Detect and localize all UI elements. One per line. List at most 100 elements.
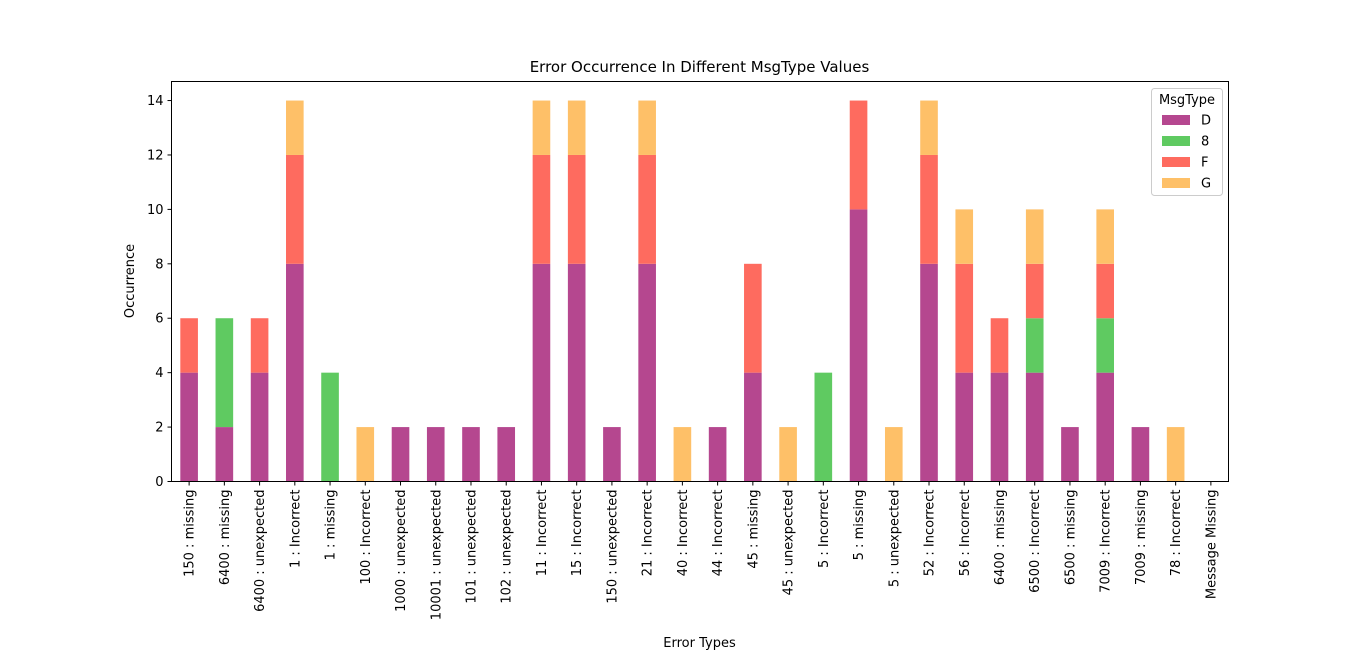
legend-title: MsgType bbox=[1159, 93, 1215, 108]
x-axis-title: Error Types bbox=[663, 636, 736, 651]
y-axis: 0 2 4 6 8 10 12 14 bbox=[147, 94, 172, 490]
x-tick-label: 78 : Incorrect bbox=[1169, 490, 1184, 577]
bar-segment bbox=[1096, 209, 1114, 264]
x-tick-label: Message Missing bbox=[1204, 490, 1219, 600]
x-tick-label: 45 : missing bbox=[746, 490, 761, 569]
y-tick-label: 10 bbox=[147, 203, 164, 218]
bar-segment bbox=[955, 372, 974, 482]
bar-segment bbox=[603, 427, 621, 482]
x-tick-label: 1 : Incorrect bbox=[288, 490, 303, 569]
bar-segment bbox=[321, 372, 339, 482]
bar-segment bbox=[744, 263, 762, 373]
x-tick-label: 21 : Incorrect bbox=[641, 490, 656, 577]
bar-segment bbox=[744, 372, 762, 482]
bar-segment bbox=[955, 263, 974, 373]
x-tick-label: 6500 : missing bbox=[1063, 490, 1078, 586]
bar-segment bbox=[990, 318, 1009, 373]
x-tick-label: 11 : Incorrect bbox=[535, 490, 550, 577]
bar-segment bbox=[180, 372, 198, 482]
bar-segment bbox=[1025, 263, 1044, 319]
bar-segment bbox=[391, 427, 410, 482]
bar-segment bbox=[849, 100, 868, 210]
legend: MsgType D 8 FG bbox=[1151, 88, 1223, 196]
y-tick-label: 8 bbox=[155, 257, 163, 272]
x-tick-label: 56 : Incorrect bbox=[958, 490, 973, 577]
bar-segment bbox=[990, 372, 1009, 482]
bar-segment bbox=[567, 100, 586, 155]
bar-segment bbox=[1025, 318, 1044, 373]
bar-segment bbox=[920, 154, 938, 264]
bar-segment bbox=[356, 427, 375, 482]
bar-segment bbox=[462, 427, 480, 482]
x-tick-label: 40 : Incorrect bbox=[676, 490, 691, 577]
bar-segment bbox=[849, 209, 868, 482]
bar-segment bbox=[250, 372, 269, 482]
bar-segment bbox=[920, 263, 938, 482]
x-tick-label: 5 : missing bbox=[852, 490, 867, 561]
bar-segment bbox=[673, 427, 692, 482]
x-tick-label: 150 : unexpected bbox=[605, 490, 620, 604]
bar-segment bbox=[638, 154, 656, 264]
bar-segment bbox=[532, 263, 551, 482]
bar-segment bbox=[638, 100, 656, 155]
bar-segment bbox=[567, 263, 586, 482]
bar-segment bbox=[1096, 263, 1114, 319]
legend-label: F bbox=[1201, 156, 1208, 171]
x-tick-label: 6500 : Incorrect bbox=[1028, 490, 1043, 593]
y-tick-label: 12 bbox=[147, 148, 164, 163]
x-tick-label: 1000 : unexpected bbox=[394, 490, 409, 612]
bar-segment bbox=[1061, 427, 1079, 482]
bar-segment bbox=[215, 318, 234, 428]
bar-segment bbox=[497, 427, 516, 482]
bar-segment bbox=[1096, 372, 1114, 482]
x-tick-label: 150 : missing bbox=[183, 490, 198, 577]
bar-segment bbox=[708, 427, 727, 482]
bar-segment bbox=[1025, 209, 1044, 264]
bar-segment bbox=[779, 427, 797, 482]
bar-segment bbox=[215, 427, 234, 482]
bar-segment bbox=[286, 263, 304, 482]
x-tick-label: 45 : unexpected bbox=[782, 490, 797, 596]
x-tick-label: 52 : Incorrect bbox=[923, 490, 938, 577]
bar-segment bbox=[638, 263, 656, 482]
chart-title: Error Occurrence In Different MsgType Va… bbox=[530, 58, 870, 76]
y-tick-label: 4 bbox=[155, 366, 163, 381]
bar-segment bbox=[532, 100, 551, 155]
bar-segment bbox=[567, 154, 586, 264]
bar-segment bbox=[1166, 427, 1185, 482]
x-tick-label: 101 : unexpected bbox=[464, 490, 479, 604]
legend-label: G bbox=[1201, 177, 1211, 192]
x-tick-label: 1 : missing bbox=[324, 490, 339, 561]
legend-items: D 8 FG bbox=[1162, 114, 1211, 192]
legend-swatch bbox=[1162, 115, 1190, 125]
legend-swatch bbox=[1162, 157, 1190, 167]
y-tick-label: 14 bbox=[147, 94, 164, 109]
legend-label: 8 bbox=[1201, 135, 1209, 150]
x-tick-label: 7009 : missing bbox=[1134, 490, 1149, 586]
x-tick-label: 10001 : unexpected bbox=[429, 490, 444, 621]
y-axis-title: Occurrence bbox=[123, 244, 138, 318]
bar-segment bbox=[920, 100, 938, 155]
x-tick-label: 100 : Incorrect bbox=[359, 490, 374, 585]
legend-swatch bbox=[1162, 178, 1190, 188]
bars-layer bbox=[180, 100, 1185, 482]
x-tick-label: 15 : Incorrect bbox=[570, 490, 585, 577]
x-tick-label: 5 : Incorrect bbox=[817, 490, 832, 569]
bar-segment bbox=[180, 318, 198, 373]
legend-label: D bbox=[1201, 114, 1211, 129]
bar-segment bbox=[814, 372, 833, 482]
y-tick-label: 0 bbox=[155, 475, 163, 490]
y-tick-label: 6 bbox=[155, 312, 163, 327]
bar-segment bbox=[1096, 318, 1114, 373]
bar-segment bbox=[955, 209, 974, 264]
x-tick-label: 44 : Incorrect bbox=[711, 490, 726, 577]
bar-segment bbox=[1025, 372, 1044, 482]
y-tick-label: 2 bbox=[155, 421, 163, 436]
x-axis: 150 : missing 6400 : missing 6400 : unexpe… bbox=[183, 481, 1219, 621]
bar-segment bbox=[884, 427, 903, 482]
x-tick-label: 6400 : missing bbox=[218, 490, 233, 586]
bar-segment bbox=[286, 154, 304, 264]
bar-segment bbox=[1131, 427, 1150, 482]
bar-segment bbox=[426, 427, 445, 482]
